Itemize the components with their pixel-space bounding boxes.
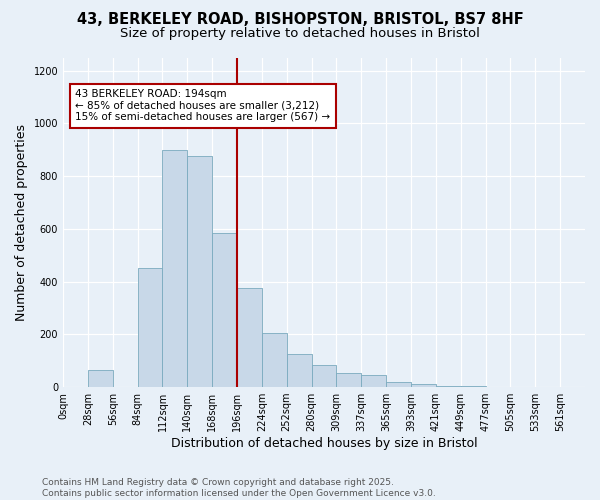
Y-axis label: Number of detached properties: Number of detached properties	[15, 124, 28, 321]
Bar	[262, 333, 287, 387]
Bar	[436, 386, 461, 387]
Bar	[163, 150, 187, 387]
X-axis label: Distribution of detached houses by size in Bristol: Distribution of detached houses by size …	[171, 437, 478, 450]
Bar	[187, 156, 212, 387]
Bar	[386, 382, 411, 387]
Text: Size of property relative to detached houses in Bristol: Size of property relative to detached ho…	[120, 28, 480, 40]
Text: 43, BERKELEY ROAD, BISHOPSTON, BRISTOL, BS7 8HF: 43, BERKELEY ROAD, BISHOPSTON, BRISTOL, …	[77, 12, 523, 28]
Bar	[63, 386, 88, 387]
Bar	[113, 386, 137, 387]
Text: 43 BERKELEY ROAD: 194sqm
← 85% of detached houses are smaller (3,212)
15% of sem: 43 BERKELEY ROAD: 194sqm ← 85% of detach…	[76, 89, 331, 122]
Text: Contains HM Land Registry data © Crown copyright and database right 2025.
Contai: Contains HM Land Registry data © Crown c…	[42, 478, 436, 498]
Bar	[311, 364, 337, 387]
Bar	[411, 384, 436, 387]
Bar	[237, 288, 262, 387]
Bar	[88, 370, 113, 387]
Bar	[337, 372, 361, 387]
Bar	[287, 354, 311, 387]
Bar	[137, 268, 163, 387]
Bar	[461, 386, 485, 387]
Bar	[361, 375, 386, 387]
Bar	[212, 233, 237, 387]
